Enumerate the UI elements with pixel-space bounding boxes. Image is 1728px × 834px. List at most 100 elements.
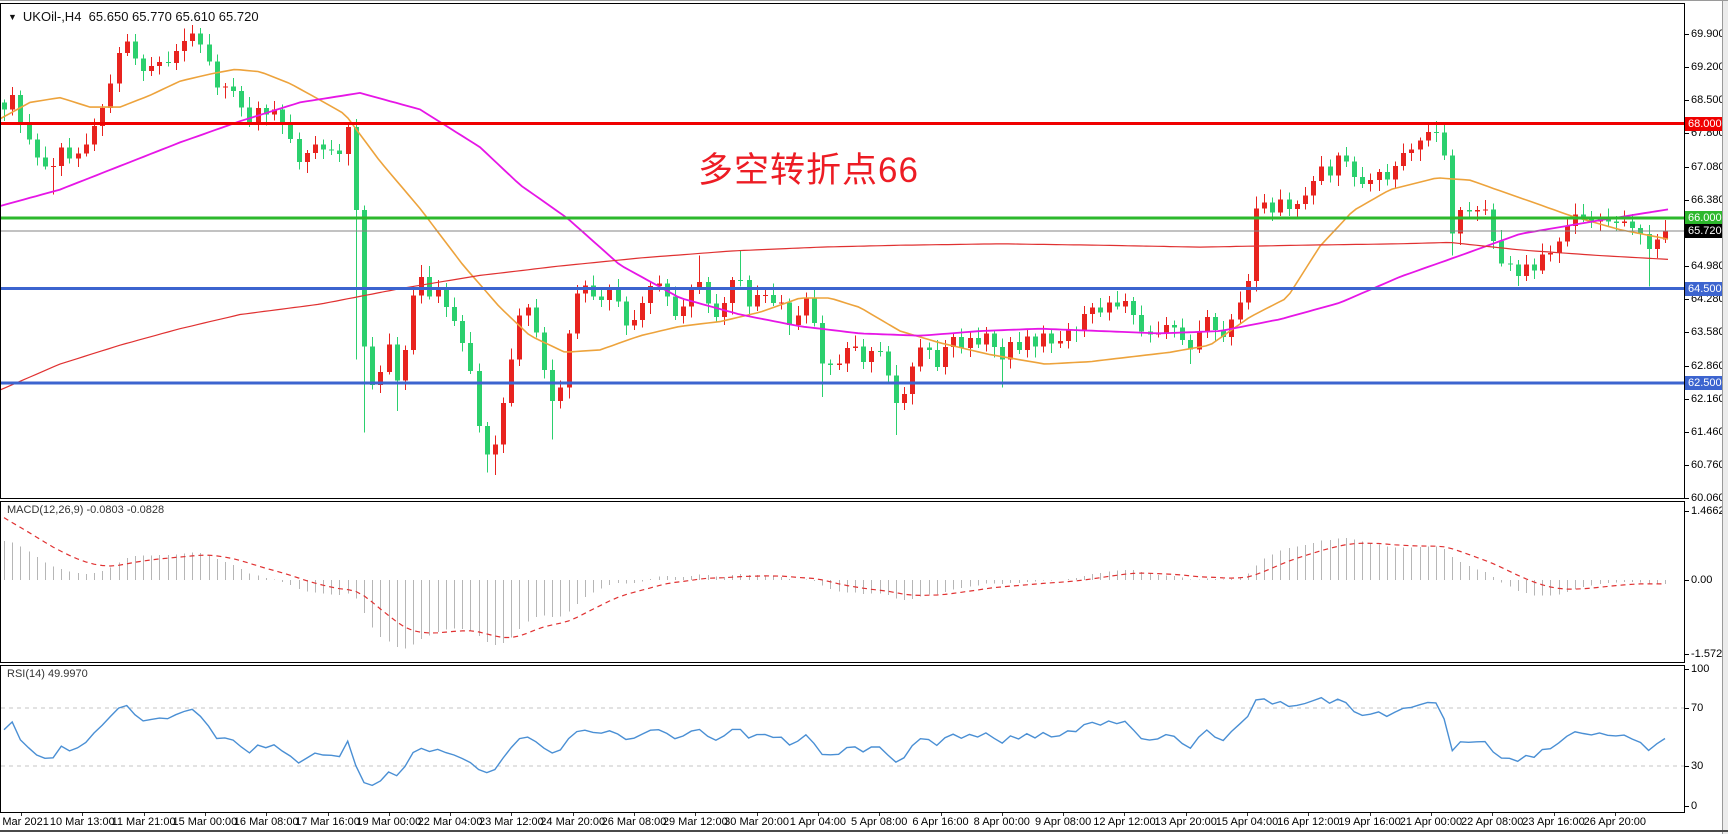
time-tick-mark xyxy=(1615,813,1616,816)
price-tick-62.160: 62.160 xyxy=(1691,393,1725,405)
time-tick-mark xyxy=(389,813,390,816)
time-tick-mark xyxy=(1002,813,1003,816)
time-tick-mark xyxy=(1370,813,1371,816)
price-level-chip-64.500: 64.500 xyxy=(1685,282,1722,296)
time-tick-mark xyxy=(1554,813,1555,816)
rsi-tick-0: 0 xyxy=(1691,800,1698,812)
time-tick-label: 16 Apr 12:00 xyxy=(1277,816,1340,828)
time-tick-mark xyxy=(144,813,145,816)
symbol-info-bar: ▼ UKOil-,H4 65.650 65.770 65.610 65.720 xyxy=(8,9,259,24)
price-tick-63.580: 63.580 xyxy=(1691,326,1725,338)
axis-tick-mark xyxy=(1685,432,1689,433)
time-tick-label: 15 Mar 00:00 xyxy=(172,816,238,828)
rsi-tick-70: 70 xyxy=(1691,702,1704,714)
time-tick-mark xyxy=(1492,813,1493,816)
price-tick-61.460: 61.460 xyxy=(1691,426,1725,438)
time-tick-label: 10 Mar 13:00 xyxy=(49,816,115,828)
macd-tick-0.00: 0.00 xyxy=(1691,574,1713,586)
time-tick-label: 13 Apr 20:00 xyxy=(1154,816,1217,828)
time-tick-mark xyxy=(757,813,758,816)
time-tick-mark xyxy=(1124,813,1125,816)
scrollbar[interactable] xyxy=(1722,1,1728,834)
macd-indicator-label: MACD(12,26,9) -0.0803 -0.0828 xyxy=(7,504,165,516)
price-tick-67.080: 67.080 xyxy=(1691,161,1725,173)
time-tick-mark xyxy=(511,813,512,816)
rsi-indicator-label: RSI(14) 49.9970 xyxy=(7,668,88,680)
price-chart-panel[interactable] xyxy=(0,3,1685,499)
axis-tick-mark xyxy=(1685,67,1689,68)
time-tick-label: 9 Apr 08:00 xyxy=(1034,816,1092,828)
price-tick-68.500: 68.500 xyxy=(1691,94,1725,106)
axis-tick-mark xyxy=(1685,366,1689,367)
rsi-tick-30: 30 xyxy=(1691,760,1704,772)
axis-tick-mark xyxy=(1685,299,1689,300)
window-bottom-edge xyxy=(0,830,1728,832)
time-tick-mark xyxy=(328,813,329,816)
time-tick-label: 11 Mar 21:00 xyxy=(111,816,176,828)
axis-tick-mark xyxy=(1685,465,1689,466)
price-tick-64.980: 64.980 xyxy=(1691,260,1725,272)
price-level-chip-66.000: 66.000 xyxy=(1685,211,1722,225)
time-tick-mark xyxy=(941,813,942,816)
price-tick-69.900: 69.900 xyxy=(1691,28,1725,40)
rsi-panel[interactable] xyxy=(0,665,1685,813)
time-tick-label: 23 Mar 12:00 xyxy=(478,816,544,828)
time-tick-mark xyxy=(1063,813,1064,816)
time-tick-label: 22 Apr 08:00 xyxy=(1460,816,1524,828)
symbol-title: UKOil-,H4 xyxy=(22,9,82,24)
time-tick-label: 26 Mar 08:00 xyxy=(601,816,667,828)
time-tick-label: 19 Mar 00:00 xyxy=(356,816,422,828)
time-tick-mark xyxy=(1431,813,1432,816)
time-tick-label: 12 Apr 12:00 xyxy=(1093,816,1156,828)
time-tick-label: 6 Apr 16:00 xyxy=(912,816,969,828)
macd-panel[interactable] xyxy=(0,501,1685,663)
axis-tick-mark xyxy=(1685,167,1689,168)
time-tick-mark xyxy=(634,813,635,816)
chevron-down-icon[interactable]: ▼ xyxy=(8,12,17,22)
time-tick-label: 26 Apr 20:00 xyxy=(1583,816,1646,828)
price-tick-64.280: 64.280 xyxy=(1691,293,1725,305)
axis-tick-mark xyxy=(1685,200,1689,201)
price-level-chip-65.720: 65.720 xyxy=(1685,224,1722,238)
time-tick-label: 9 Mar 2021 xyxy=(0,816,49,828)
axis-tick-mark xyxy=(1685,34,1689,35)
price-tick-69.200: 69.200 xyxy=(1691,61,1725,73)
chart-text-annotation[interactable]: 多空转折点66 xyxy=(698,151,919,190)
price-tick-66.380: 66.380 xyxy=(1691,194,1725,206)
time-tick-mark xyxy=(450,813,451,816)
axis-tick-mark xyxy=(1685,266,1689,267)
macd-tick--1.5728: -1.5728 xyxy=(1691,648,1728,660)
time-tick-mark xyxy=(573,813,574,816)
time-tick-mark xyxy=(1186,813,1187,816)
time-tick-mark xyxy=(1308,813,1309,816)
time-tick-label: 22 Mar 04:00 xyxy=(417,816,483,828)
time-tick-mark xyxy=(21,813,22,816)
time-tick-label: 8 Apr 00:00 xyxy=(973,816,1030,828)
time-tick-mark xyxy=(818,813,819,816)
time-tick-mark xyxy=(1247,813,1248,816)
axis-tick-mark xyxy=(1685,654,1689,655)
time-tick-label: 23 Apr 16:00 xyxy=(1522,816,1585,828)
rsi-tick-100: 100 xyxy=(1691,663,1710,675)
axis-tick-mark xyxy=(1685,399,1689,400)
symbol-ohlc-values: 65.650 65.770 65.610 65.720 xyxy=(88,9,259,24)
time-tick-label: 5 Apr 08:00 xyxy=(851,816,908,828)
axis-tick-mark xyxy=(1685,580,1689,581)
axis-tick-mark xyxy=(1685,766,1689,767)
time-tick-label: 1 Apr 04:00 xyxy=(789,816,847,828)
time-tick-label: 15 Apr 04:00 xyxy=(1215,816,1279,828)
price-tick-60.760: 60.760 xyxy=(1691,459,1725,471)
time-tick-mark xyxy=(205,813,206,816)
price-level-chip-68.000: 68.000 xyxy=(1685,117,1722,131)
macd-tick-1.4662: 1.4662 xyxy=(1691,505,1725,517)
time-tick-mark xyxy=(266,813,267,816)
price-axis[interactable]: 69.90069.20068.50067.80067.08066.38065.6… xyxy=(1685,1,1728,813)
axis-tick-mark xyxy=(1685,806,1689,807)
axis-tick-mark xyxy=(1685,511,1689,512)
axis-tick-mark xyxy=(1685,498,1689,499)
price-level-chip-62.500: 62.500 xyxy=(1685,376,1722,390)
time-tick-mark xyxy=(82,813,83,816)
time-tick-mark xyxy=(695,813,696,816)
